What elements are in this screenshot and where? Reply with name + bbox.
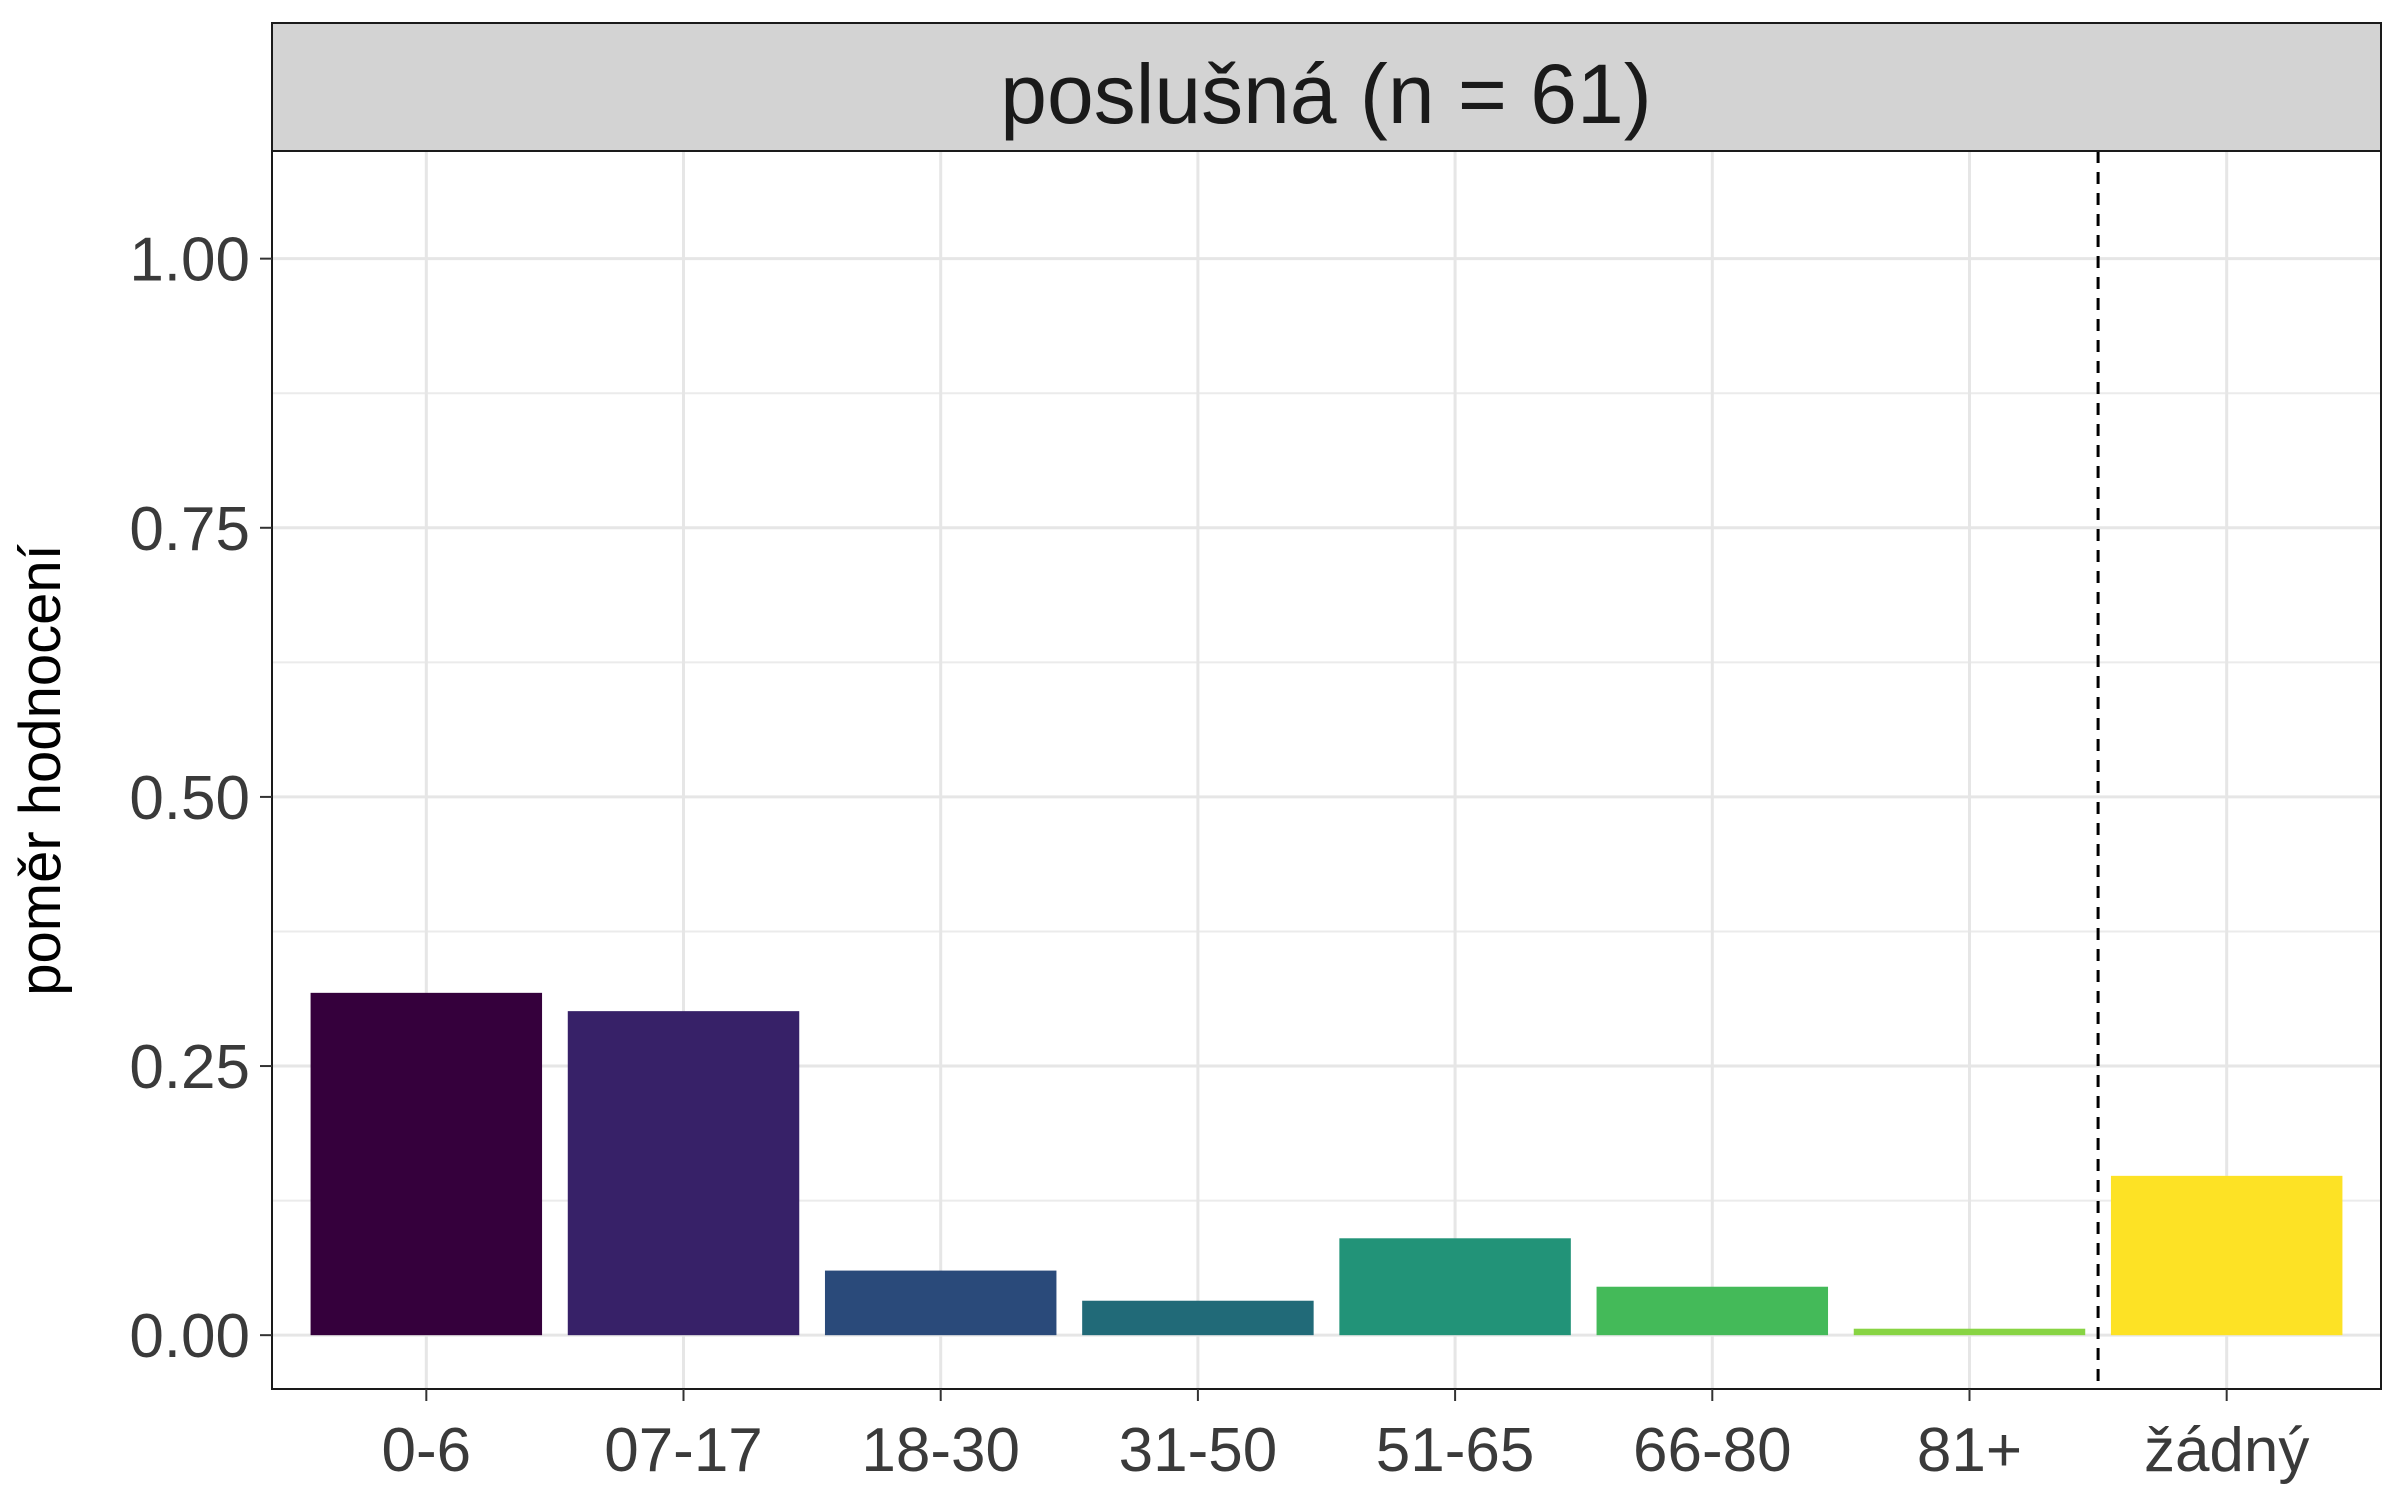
grid-minor xyxy=(272,392,2381,1202)
facet-label: poslušná (n = 61) xyxy=(1000,47,1651,141)
bars xyxy=(310,992,2343,1336)
y-tick-label: 0.25 xyxy=(129,1033,250,1102)
x-tick-label: 07-17 xyxy=(604,1416,763,1485)
bar-18-30 xyxy=(824,1270,1057,1336)
x-tick-label: žádný xyxy=(2144,1416,2309,1485)
x-tick-label: 18-30 xyxy=(861,1416,1020,1485)
bar-51-65 xyxy=(1339,1238,1571,1336)
y-tick-label: 0.75 xyxy=(129,495,250,564)
x-axis: 0-6 07-17 18-30 31-50 51-65 66-80 81+ žádný xyxy=(382,1389,2309,1485)
x-tick-label: 81+ xyxy=(1917,1416,2022,1485)
y-axis-title: poměr hodnocení xyxy=(8,544,73,995)
bar-07-17 xyxy=(567,1011,800,1336)
facet-strip xyxy=(271,22,2382,152)
bar-žádný xyxy=(2110,1175,2343,1336)
bar-81+ xyxy=(1853,1328,2086,1336)
y-tick-label: 1.00 xyxy=(129,226,250,295)
x-tick-label: 0-6 xyxy=(382,1416,472,1485)
x-tick-label: 66-80 xyxy=(1633,1416,1792,1485)
y-tick-label: 0.50 xyxy=(129,764,250,833)
x-tick-label: 51-65 xyxy=(1376,1416,1535,1485)
y-axis: 0.00 0.25 0.50 0.75 1.00 xyxy=(129,226,272,1371)
bar-31-50 xyxy=(1082,1300,1314,1336)
y-tick-label: 0.00 xyxy=(129,1302,250,1371)
x-tick-label: 31-50 xyxy=(1119,1416,1278,1485)
plot-border xyxy=(271,150,2382,1390)
bar-0-6 xyxy=(310,992,543,1336)
bar-66-80 xyxy=(1596,1286,1829,1336)
